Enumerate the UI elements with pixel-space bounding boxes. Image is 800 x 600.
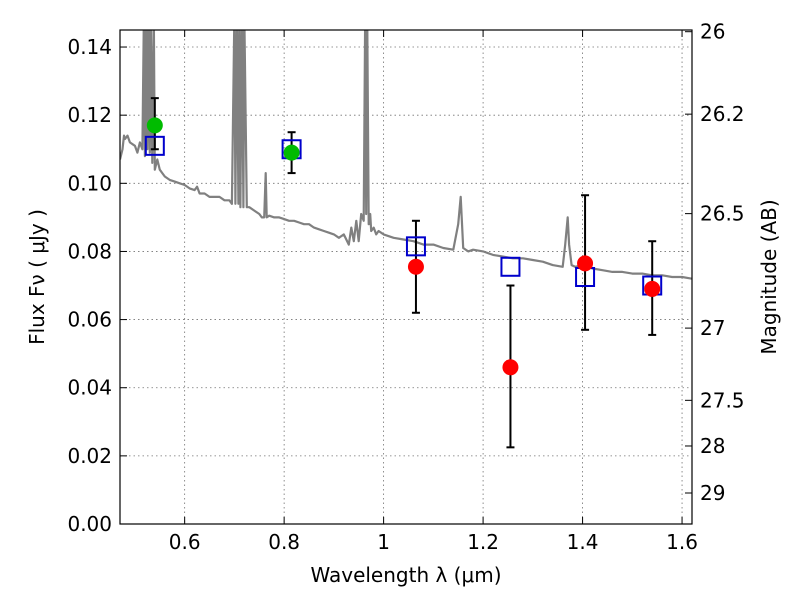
y-tick-label: 0.06 bbox=[67, 308, 112, 332]
model-square-point bbox=[405, 236, 426, 257]
x-axis-ticks: 0.6 0.8 1 1.2 1.4 1.6 bbox=[169, 30, 698, 554]
right-axis-ticks: 26 26.2 26.5 27 27.5 28 29 bbox=[685, 20, 745, 505]
error-bars bbox=[150, 97, 657, 449]
red-observed-point bbox=[407, 258, 424, 275]
right-axis-title: Magnitude (AB) bbox=[757, 199, 781, 354]
y-tick-label: 0.14 bbox=[67, 35, 112, 59]
right-tick-label: 29 bbox=[700, 481, 725, 505]
x-tick-label: 1.6 bbox=[666, 530, 698, 554]
y-tick-label: 0.00 bbox=[67, 512, 112, 536]
y-axis-ticks: 0.00 0.02 0.04 0.06 0.08 0.10 0.12 0.14 bbox=[67, 35, 127, 536]
observed-points bbox=[146, 117, 661, 376]
green-observed-point bbox=[283, 144, 300, 161]
red-observed-point bbox=[577, 255, 594, 272]
y-tick-label: 0.10 bbox=[67, 171, 112, 195]
spectrum-line bbox=[120, 30, 692, 280]
x-tick-label: 1.4 bbox=[567, 530, 599, 554]
right-tick-label: 28 bbox=[700, 434, 725, 458]
right-tick-label: 27 bbox=[700, 316, 725, 340]
green-observed-point bbox=[146, 117, 163, 134]
x-tick-label: 0.8 bbox=[268, 530, 300, 554]
right-tick-label: 26 bbox=[700, 20, 725, 44]
y-tick-label: 0.02 bbox=[67, 444, 112, 468]
y-tick-label: 0.08 bbox=[67, 239, 112, 263]
x-tick-label: 1.2 bbox=[467, 530, 499, 554]
y-tick-label: 0.12 bbox=[67, 103, 112, 127]
model-square-point bbox=[500, 256, 521, 277]
x-axis-title: Wavelength λ (μm) bbox=[310, 563, 501, 587]
right-tick-label: 27.5 bbox=[700, 388, 745, 412]
x-tick-label: 0.6 bbox=[169, 530, 201, 554]
right-tick-label: 26.2 bbox=[700, 102, 745, 126]
y-tick-label: 0.04 bbox=[67, 376, 112, 400]
red-observed-point bbox=[644, 280, 661, 297]
model-square-point bbox=[144, 135, 165, 156]
right-tick-label: 26.5 bbox=[700, 202, 745, 226]
grid bbox=[120, 30, 692, 524]
y-axis-title: Flux Fν ( μJy ) bbox=[25, 209, 49, 345]
red-observed-point bbox=[502, 359, 519, 376]
spectrum-line-group bbox=[120, 30, 692, 280]
x-tick-label: 1 bbox=[377, 530, 390, 554]
plot-frame bbox=[119, 29, 693, 525]
